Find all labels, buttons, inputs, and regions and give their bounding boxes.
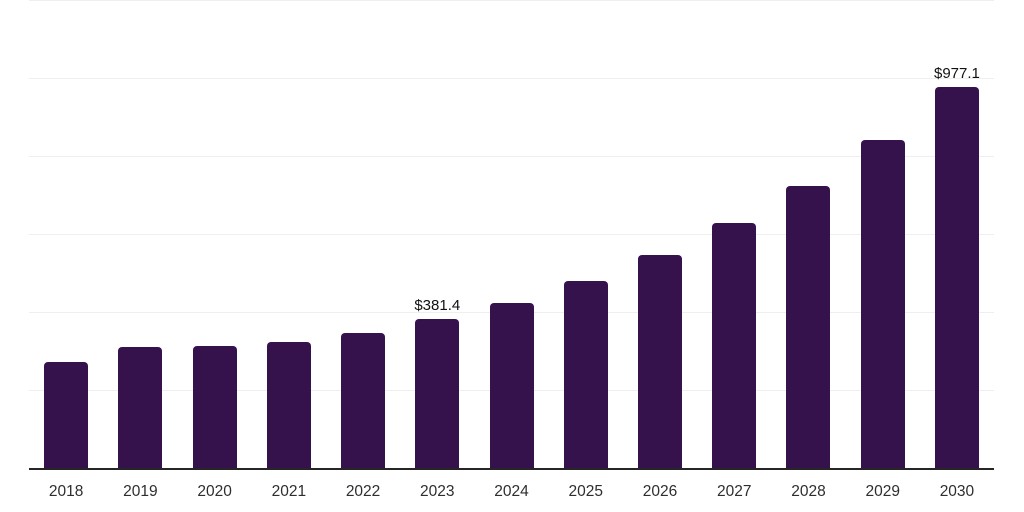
bars-container: $381.4 $977.1 — [29, 1, 994, 468]
x-tick-2022: 2022 — [345, 483, 381, 500]
bar-2026 — [637, 255, 682, 468]
x-axis-tick-labels: 2018 2019 2020 2021 2022 2023 2024 2025 2026 2027… — [29, 483, 994, 501]
bar-2025 — [563, 280, 608, 468]
x-tick-2021: 2021 — [271, 483, 307, 500]
x-tick-2024: 2024 — [494, 483, 529, 500]
x-tick-2023: 2023 — [420, 483, 455, 500]
bar-2019 — [118, 346, 163, 468]
x-tick-2026: 2026 — [642, 483, 678, 500]
bar-slot-2029 — [846, 1, 920, 468]
bar-slot-2018 — [29, 1, 103, 468]
bar-slot-2020 — [177, 1, 251, 468]
bar-slot-2019 — [103, 1, 177, 468]
bar-slot-2023: $381.4 — [400, 1, 474, 468]
x-tick-2029: 2029 — [865, 483, 900, 500]
x-tick-2018: 2018 — [48, 483, 84, 500]
gridline — [29, 78, 994, 79]
bar-slot-2030: $977.1 — [920, 1, 994, 468]
value-label-2023: $381.4 — [414, 297, 461, 315]
bar-slot-2028 — [771, 1, 845, 468]
x-axis-line — [29, 468, 994, 470]
gridline — [29, 156, 994, 157]
bar-2023 — [415, 319, 460, 468]
bar-2024 — [489, 303, 534, 468]
bar-slot-2021 — [252, 1, 326, 468]
bar-2029 — [860, 140, 905, 468]
gridline — [29, 0, 994, 1]
plot-area: $381.4 $977.1 — [29, 0, 994, 470]
x-tick-2030: 2030 — [939, 483, 975, 500]
x-tick-2020: 2020 — [197, 483, 232, 500]
bar-2022 — [341, 333, 386, 468]
bar-slot-2026 — [623, 1, 697, 468]
bar-2027 — [712, 223, 757, 468]
bar-2028 — [786, 185, 831, 468]
value-label-2030: $977.1 — [933, 64, 980, 82]
bar-2018 — [44, 361, 89, 468]
x-tick-2025: 2025 — [568, 483, 603, 500]
bar-slot-2022 — [326, 1, 400, 468]
x-tick-2019: 2019 — [123, 483, 158, 500]
bar-2020 — [192, 346, 237, 468]
bar-slot-2025 — [549, 1, 623, 468]
bar-slot-2024 — [474, 1, 548, 468]
bar-2030 — [934, 86, 979, 468]
gridline — [29, 234, 994, 235]
bar-2021 — [266, 342, 311, 468]
bar-slot-2027 — [697, 1, 771, 468]
x-tick-2027: 2027 — [716, 483, 752, 500]
x-tick-2028: 2028 — [791, 483, 826, 500]
